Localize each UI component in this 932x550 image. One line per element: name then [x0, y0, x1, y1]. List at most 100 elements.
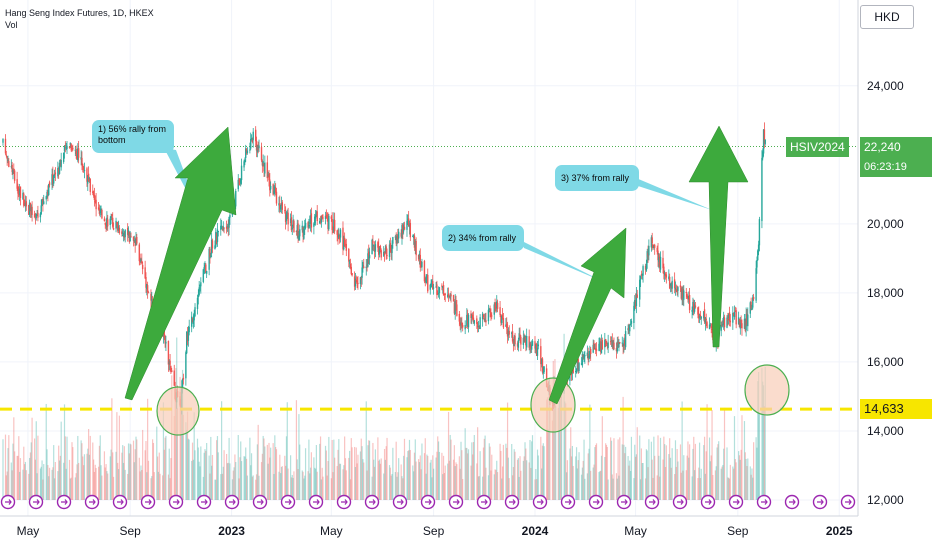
volume-bar	[714, 470, 716, 500]
candle-body	[331, 219, 333, 231]
candle-body	[476, 318, 478, 324]
candle-body	[363, 266, 365, 268]
volume-bar	[255, 479, 257, 500]
volume-bar	[243, 456, 245, 500]
candle-body	[464, 325, 466, 330]
candle-body	[522, 337, 525, 345]
candle-body	[581, 353, 584, 366]
candle-body	[697, 307, 699, 315]
volume-bar	[163, 449, 165, 500]
volume-bar	[479, 451, 481, 500]
volume-bar	[179, 376, 181, 500]
candle-body	[268, 174, 270, 181]
candle-body	[319, 218, 322, 222]
candle-body	[279, 203, 281, 210]
candle-body	[118, 227, 121, 234]
candle-body	[720, 324, 722, 331]
candle-body	[738, 318, 741, 328]
candle-body	[72, 147, 74, 150]
candle-body	[240, 178, 242, 184]
volume-bar	[46, 449, 48, 500]
candle-body	[58, 162, 61, 174]
candle-body	[424, 279, 426, 282]
candle-body	[528, 336, 530, 348]
candle-body	[193, 315, 195, 321]
volume-bar	[185, 422, 187, 500]
candle-body	[187, 330, 190, 341]
event-arrow-icon	[593, 499, 600, 505]
candle-body	[674, 287, 677, 291]
volume-bar	[344, 436, 346, 500]
volume-bar	[752, 477, 754, 500]
candle-body	[599, 341, 601, 345]
candle-body	[414, 241, 416, 247]
candle-body	[420, 266, 422, 268]
volume-bar	[310, 452, 312, 500]
candle-body	[190, 316, 193, 327]
volume-bar	[326, 475, 328, 500]
volume-bar	[625, 446, 627, 500]
annotation-note-1[interactable]: 1) 56% rally from bottom	[92, 120, 174, 153]
candle-body	[250, 138, 252, 149]
volume-bar	[758, 414, 761, 500]
candle-body	[244, 159, 246, 163]
candle-body	[163, 329, 165, 338]
volume-bar	[150, 478, 152, 500]
candle-body	[53, 175, 55, 184]
annotation-note-2[interactable]: 2) 34% from rally	[442, 225, 524, 251]
volume-bar	[63, 404, 66, 500]
event-marker	[672, 494, 688, 510]
event-marker	[504, 494, 520, 510]
candle-body	[390, 249, 392, 253]
candle-body	[88, 178, 91, 180]
volume-bar	[357, 454, 359, 500]
volume-bar	[202, 476, 204, 500]
candle-body	[607, 342, 609, 348]
volume-bar	[270, 447, 272, 500]
volume-bar	[634, 444, 636, 500]
candle-body	[373, 245, 375, 247]
candle-body	[523, 337, 525, 342]
candle-body	[11, 164, 13, 173]
volume-bar	[169, 478, 171, 500]
volume-bar	[675, 466, 677, 500]
volume-bar	[443, 473, 445, 500]
volume-bar	[10, 462, 12, 500]
candle-body	[338, 236, 341, 240]
volume-bar	[490, 470, 492, 500]
candle-body	[243, 161, 245, 168]
candle-body	[442, 285, 445, 296]
volume-bar	[654, 455, 656, 500]
volume-bar	[444, 465, 446, 500]
currency-selector[interactable]: HKD	[860, 5, 914, 29]
candle-body	[327, 218, 329, 229]
volume-bar	[477, 476, 480, 500]
candle-body	[237, 179, 239, 190]
candle-body	[750, 301, 752, 309]
volume-bar	[612, 478, 614, 500]
volume-bar	[473, 435, 475, 500]
candle-body	[520, 336, 522, 345]
event-arrow-icon	[5, 499, 12, 505]
candle-body	[106, 217, 108, 227]
volume-bar	[650, 441, 652, 500]
candle-body	[485, 320, 487, 323]
volume-bar	[420, 469, 422, 500]
volume-bar	[514, 451, 516, 500]
candle-body	[542, 371, 545, 373]
candle-body	[199, 284, 201, 286]
volume-bar	[580, 474, 583, 500]
volume-bar	[342, 469, 344, 500]
volume-bar	[586, 473, 588, 500]
candle-body	[330, 216, 333, 219]
candle-body	[541, 358, 544, 373]
volume-bar	[513, 449, 515, 500]
candle-body	[746, 313, 748, 325]
volume-bar	[659, 476, 661, 500]
annotation-note-3[interactable]: 3) 37% from rally	[555, 165, 639, 191]
volume-bar	[171, 375, 173, 500]
volume-bar	[732, 466, 734, 500]
candle-body	[325, 214, 328, 217]
candle-body	[764, 139, 766, 144]
